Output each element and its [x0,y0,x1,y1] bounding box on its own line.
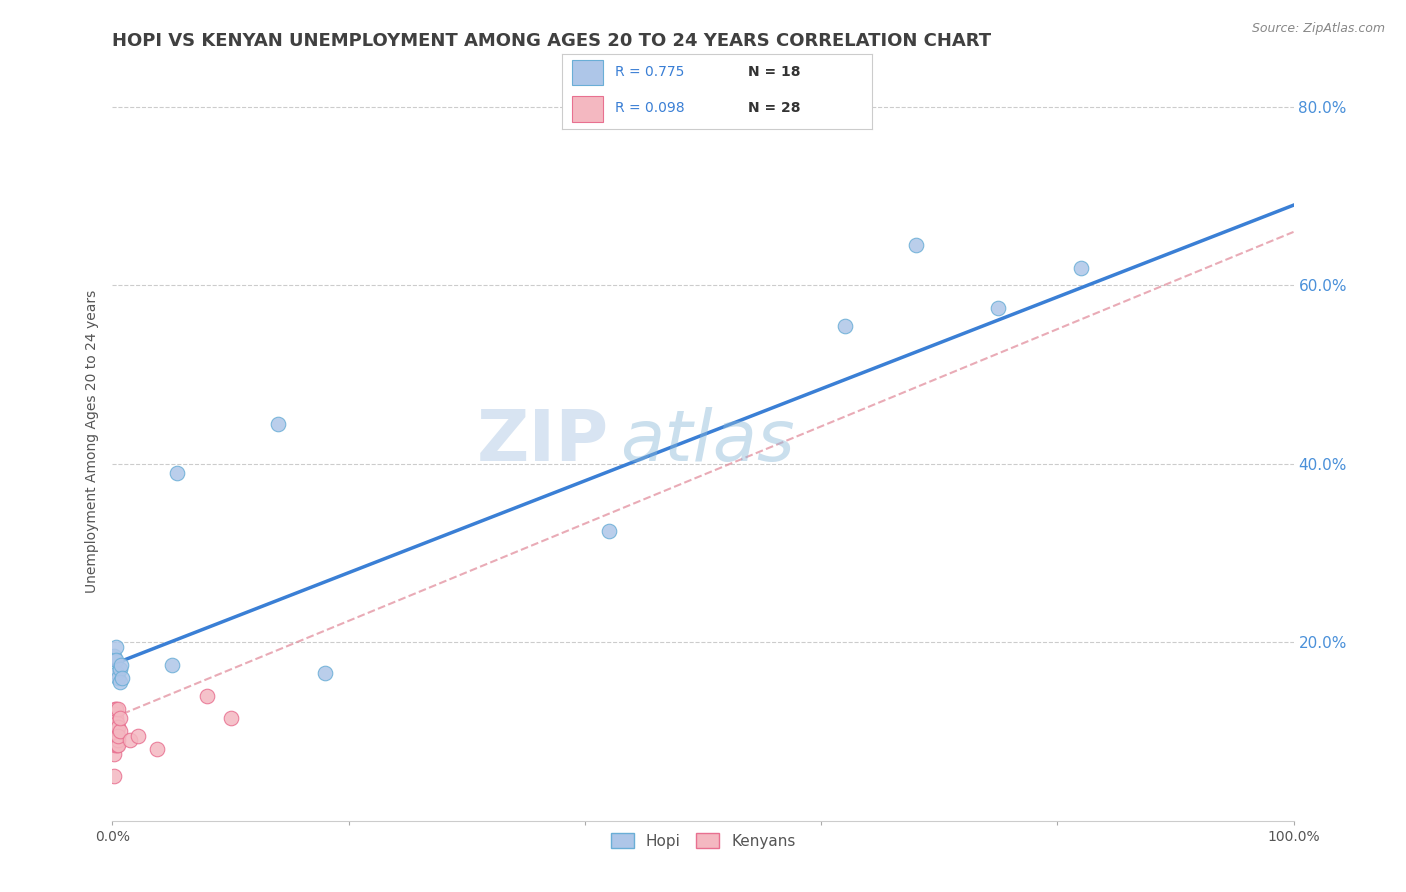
Y-axis label: Unemployment Among Ages 20 to 24 years: Unemployment Among Ages 20 to 24 years [84,290,98,593]
Point [314,666,336,681]
Point [108,711,131,725]
Point [104,706,127,721]
Point [104,702,127,716]
Point [108,662,131,676]
Point [103,747,125,761]
Point [105,711,128,725]
Point [108,724,131,739]
Point [105,733,128,747]
Point [267,417,290,431]
Text: HOPI VS KENYAN UNEMPLOYMENT AMONG AGES 20 TO 24 YEARS CORRELATION CHART: HOPI VS KENYAN UNEMPLOYMENT AMONG AGES 2… [112,32,991,50]
Point [103,769,125,783]
Point [120,733,142,747]
Text: R = 0.098: R = 0.098 [614,101,685,115]
Text: N = 18: N = 18 [748,65,800,78]
Point [195,689,218,703]
Point [105,666,128,681]
Bar [572,96,603,122]
Point [107,733,129,747]
Text: R = 0.775: R = 0.775 [614,65,685,78]
Point [107,738,129,752]
Point [219,711,242,725]
Point [108,675,131,690]
Point [146,742,169,756]
Point [107,729,129,743]
Point [105,724,128,739]
Text: Source: ZipAtlas.com: Source: ZipAtlas.com [1251,22,1385,36]
Point [834,318,856,333]
Point [166,466,188,480]
Point [110,657,132,672]
Point [105,720,128,734]
Text: N = 28: N = 28 [748,101,800,115]
Point [160,657,183,672]
Bar [572,60,603,86]
Point [103,720,125,734]
Point [598,524,620,538]
Point [107,702,129,716]
Text: ZIP: ZIP [477,407,609,476]
Text: atlas: atlas [620,407,794,476]
Point [105,640,128,654]
Point [105,733,128,747]
Point [104,724,127,739]
Point [111,671,134,685]
Point [987,301,1010,315]
Point [105,738,128,752]
Point [103,648,125,663]
Point [107,720,129,734]
Point [1070,260,1092,275]
Point [127,729,149,743]
Point [105,702,128,716]
Point [105,724,128,739]
Point [904,238,927,252]
Point [107,671,129,685]
Point [105,715,128,730]
Point [104,738,127,752]
Legend: Hopi, Kenyans: Hopi, Kenyans [605,827,801,855]
Point [105,653,128,667]
